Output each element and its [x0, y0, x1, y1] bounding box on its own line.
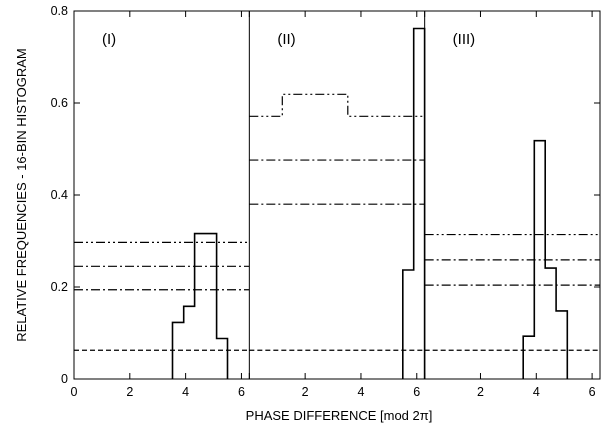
histogram-bin: [205, 234, 216, 379]
y-tick-label: 0.6: [51, 96, 68, 110]
x-tick-label: 4: [357, 385, 364, 399]
histogram-bin: [414, 28, 425, 379]
panel-label: (II): [277, 31, 295, 48]
histogram-bin: [556, 311, 567, 379]
y-tick-label: 0: [61, 372, 68, 386]
panel-1: (I) 0 2 4 6: [71, 11, 250, 399]
panel-label: (I): [102, 31, 116, 48]
x-tick-label: 6: [589, 385, 596, 399]
x-tick-label: 4: [182, 385, 189, 399]
reference-line-dash-dot-dot-step: [249, 93, 425, 117]
histogram-bin: [217, 339, 228, 379]
x-tick-label: 6: [238, 385, 245, 399]
panel-label: (III): [453, 31, 476, 48]
y-tick-label: 0.2: [51, 280, 68, 294]
x-tick-label: 2: [477, 385, 484, 399]
histogram-bin: [534, 141, 545, 379]
histogram-outline: [522, 139, 569, 379]
y-tick-label: 0.8: [51, 4, 68, 18]
histogram-outline: [171, 232, 229, 379]
panel-3: (III) 2 4 6: [424, 11, 600, 399]
x-tick-label: 2: [126, 385, 133, 399]
histogram-bin: [403, 270, 414, 379]
y-tick-label: 0.4: [51, 188, 68, 202]
histogram-bin: [523, 336, 534, 379]
histogram-bin: [195, 234, 206, 379]
x-tick-label: 4: [533, 385, 540, 399]
y-axis-title: RELATIVE FREQUENCIES - 16-BIN HISTOGRAM: [14, 48, 29, 342]
histogram-bin: [173, 322, 184, 379]
histogram-bin: [545, 268, 556, 379]
x-tick-label: 6: [413, 385, 420, 399]
histogram-bin: [184, 306, 195, 379]
plot-frame: [73, 10, 601, 380]
panel-2: (II) 2 4 6: [248, 11, 426, 399]
x-tick-label: 2: [302, 385, 309, 399]
x-axis-title: PHASE DIFFERENCE [mod 2π]: [246, 408, 433, 423]
x-tick-label: 0: [71, 385, 78, 399]
ticks-layer: 0 0.2 0.4 0.6 0.8: [51, 4, 600, 386]
panels-layer: (I) 0 2 4 6 (II) 2 4 6 (III) 2 4 6: [71, 10, 601, 399]
